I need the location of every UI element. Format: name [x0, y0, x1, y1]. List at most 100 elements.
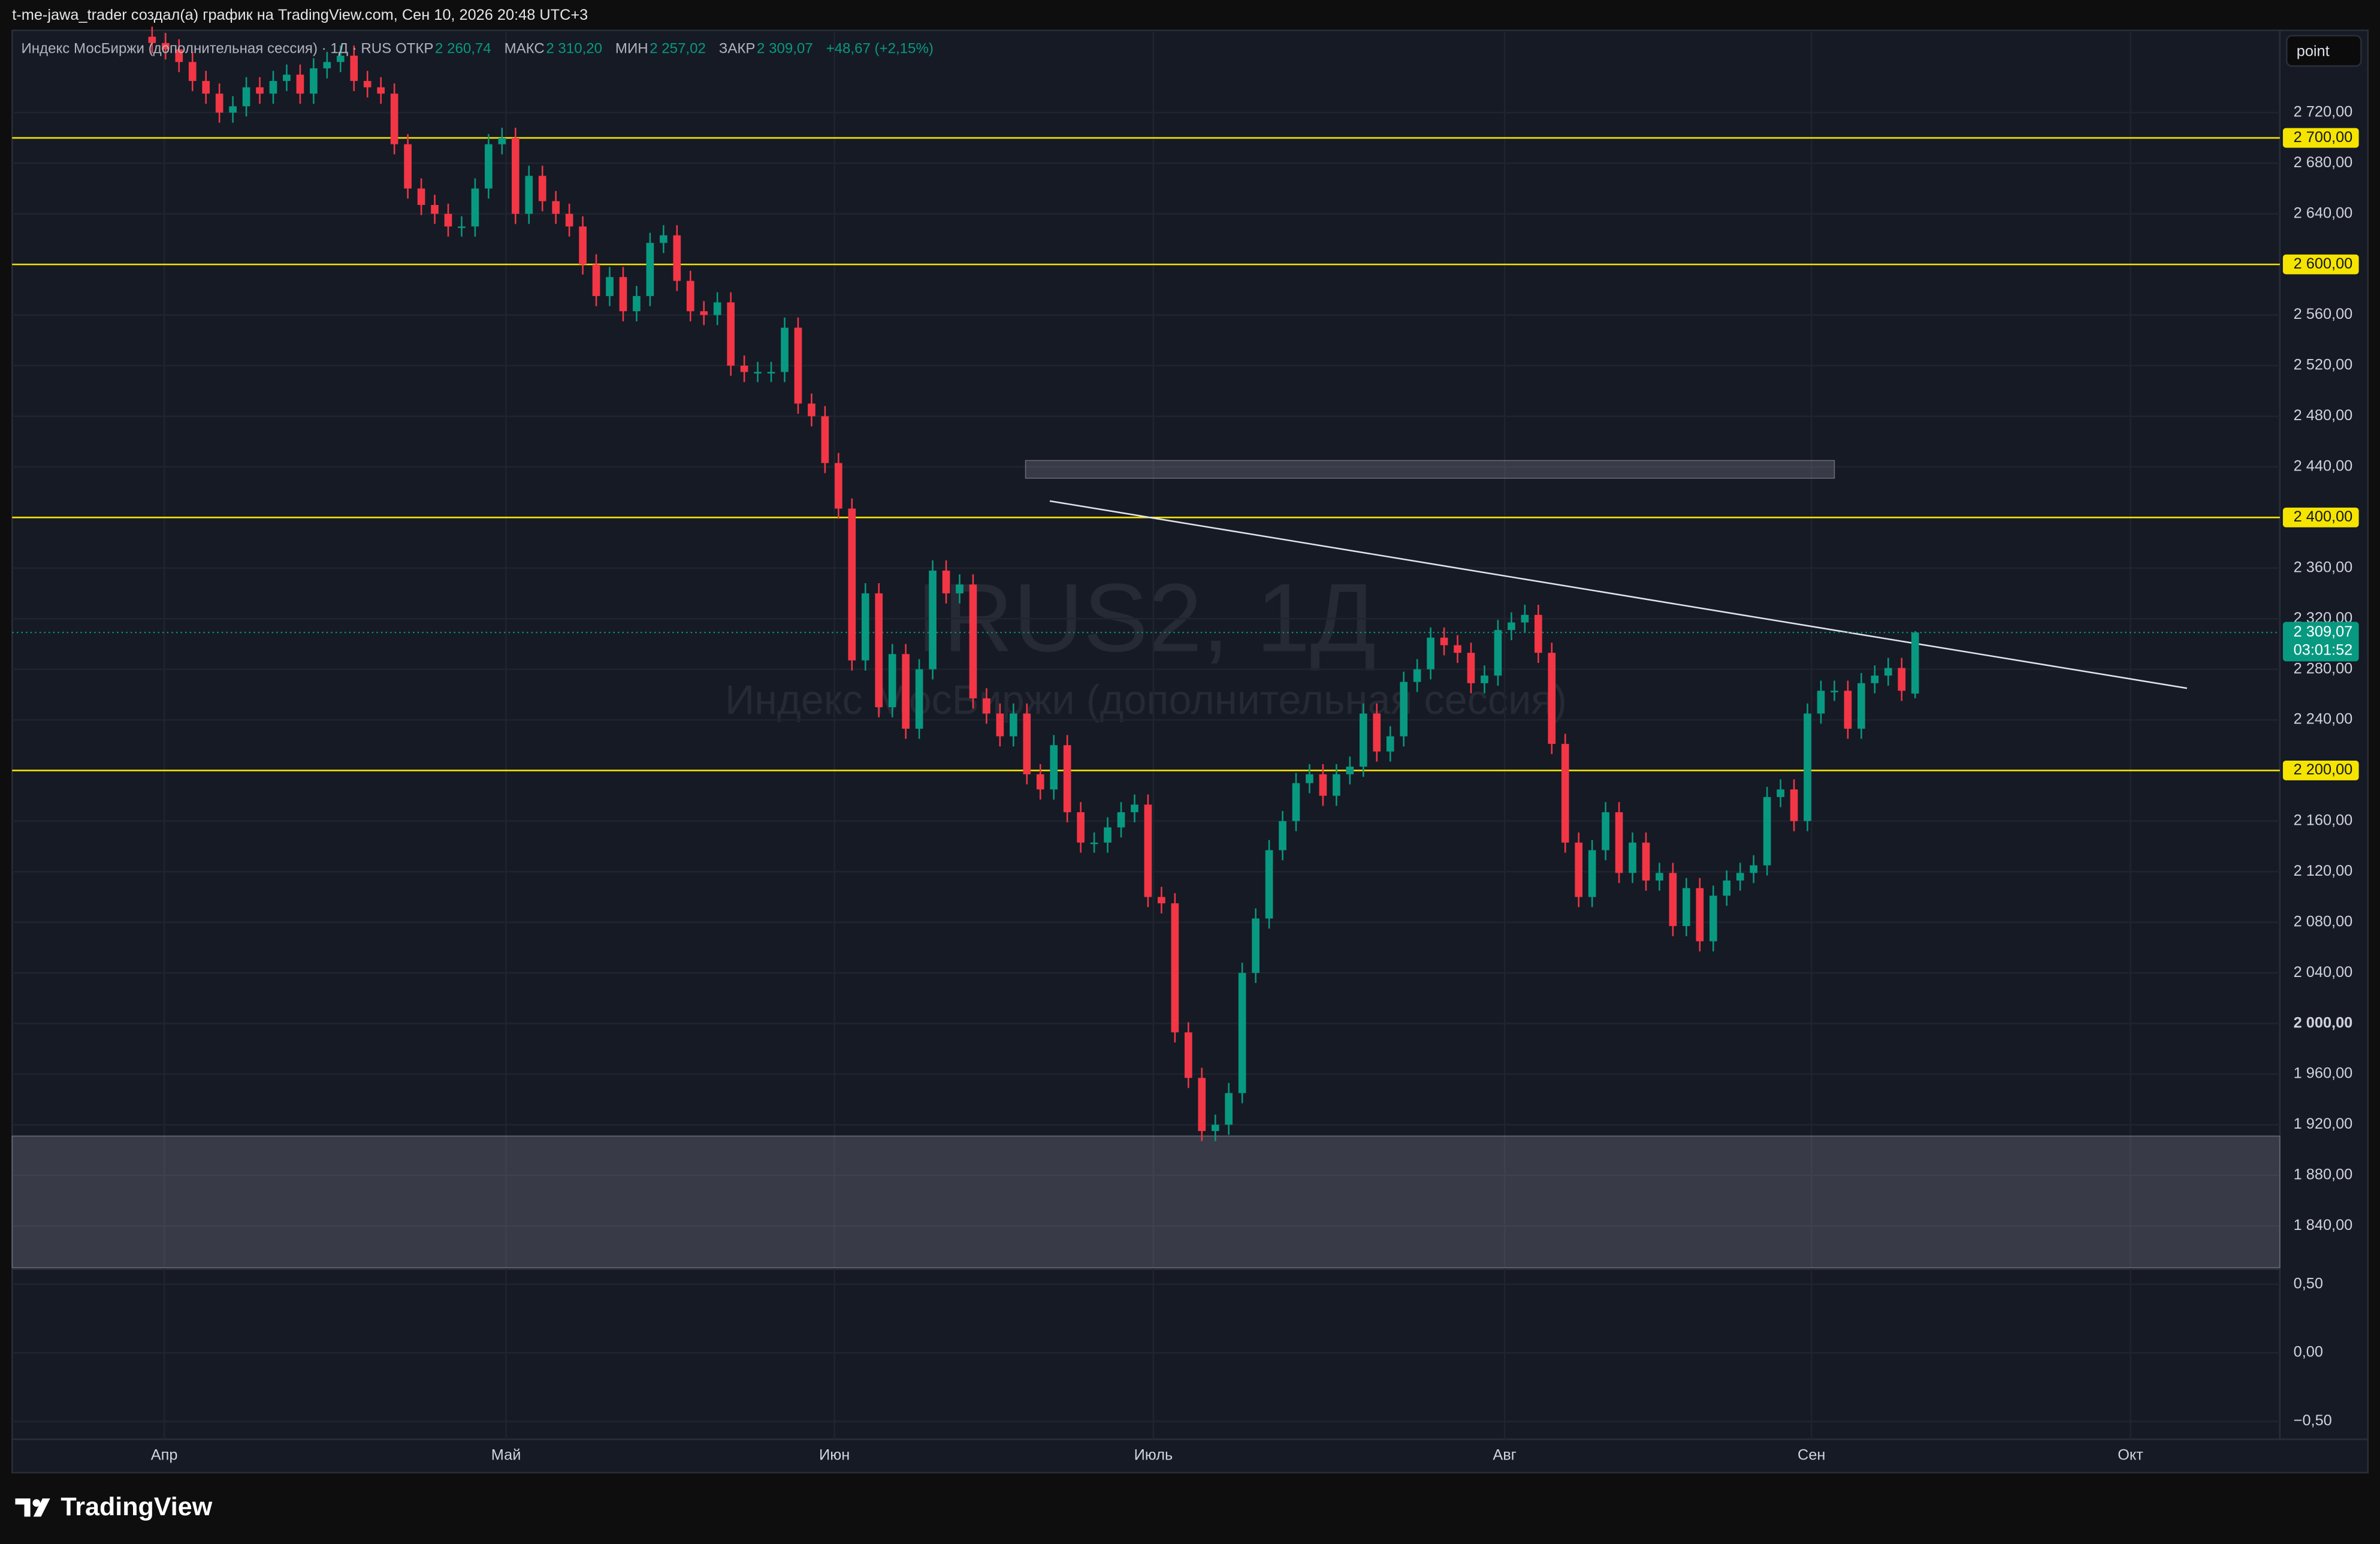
candle-body: [956, 584, 964, 593]
candle-body: [794, 327, 802, 404]
legend-high-label: МАКС: [504, 41, 545, 58]
candle-body: [1588, 850, 1596, 897]
candle-body: [215, 94, 223, 113]
candle-body: [1359, 713, 1367, 767]
candle-body: [1144, 804, 1152, 897]
x-tick-label: Июль: [1134, 1447, 1173, 1464]
y-tick-label: 2 000,00: [2294, 1014, 2353, 1031]
candle-body: [1427, 637, 1434, 670]
y-tick-label: 2 480,00: [2294, 407, 2353, 424]
candle-body: [1575, 842, 1583, 897]
candle-body: [754, 372, 762, 374]
candle-body: [1844, 690, 1852, 729]
point-button[interactable]: point: [2285, 35, 2362, 67]
candle-body: [861, 593, 869, 661]
candle-body: [444, 213, 452, 227]
candle-body: [1373, 713, 1381, 752]
candle-body: [229, 106, 237, 113]
candle-body: [471, 188, 479, 227]
candle-body: [969, 584, 977, 699]
candle-body: [1131, 804, 1138, 813]
candle-body: [1911, 632, 1919, 694]
candle-body: [1871, 676, 1879, 683]
y-tick-label: 1 840,00: [2294, 1217, 2353, 1234]
y-tick-label: 1 960,00: [2294, 1065, 2353, 1082]
candle-body: [350, 55, 358, 82]
candle-body: [565, 213, 573, 227]
x-tick-label: Сен: [1798, 1447, 1825, 1464]
zone: [11, 1135, 2281, 1268]
legend-high: 2 310,20: [546, 41, 603, 58]
candle-body: [1171, 903, 1179, 1033]
candle-body: [161, 43, 170, 50]
candle-body: [458, 226, 466, 228]
candle-body: [1023, 713, 1031, 774]
candle-body: [1279, 821, 1286, 851]
candle-body: [1225, 1093, 1233, 1125]
candle-body: [875, 593, 883, 707]
candle-body: [1736, 873, 1744, 881]
candle-body: [1804, 713, 1811, 821]
candle-body: [673, 235, 681, 281]
candle-body: [579, 226, 587, 265]
candle-body: [996, 713, 1004, 737]
candle-body: [821, 416, 829, 463]
watermark-symbol: IRUS2, 1Д: [916, 563, 1376, 672]
candle-body: [1306, 774, 1313, 783]
candle-body: [1669, 873, 1677, 927]
candle-body: [525, 176, 533, 214]
candle-body: [1481, 676, 1488, 683]
footer: TradingView: [15, 1492, 212, 1523]
y-tick-label: 2 280,00: [2294, 660, 2353, 677]
candle-body: [1346, 767, 1354, 774]
candle-body: [767, 372, 775, 374]
candle-body: [1063, 745, 1071, 813]
x-tick-label: Окт: [2118, 1447, 2143, 1464]
candle-body: [390, 94, 398, 144]
candle-body: [1561, 744, 1569, 843]
candle-body: [619, 277, 627, 312]
candle-body: [1790, 789, 1798, 821]
last-price-label: 2 309,07: [2294, 623, 2353, 640]
candle-body: [188, 62, 197, 82]
candle-body: [431, 204, 439, 214]
candle-body: [713, 302, 721, 315]
candle-body: [633, 295, 641, 312]
attribution: t-me-jawa_trader создал(а) график на Tra…: [12, 7, 588, 25]
candle-body: [1413, 669, 1421, 682]
candle-body: [1184, 1032, 1192, 1078]
candle-body: [1440, 637, 1448, 646]
footer-brand: TradingView: [61, 1492, 213, 1521]
candle-body: [1615, 812, 1623, 873]
legend-low-label: МИН: [615, 41, 648, 58]
candle-body: [1333, 774, 1340, 796]
candle-body: [1211, 1124, 1219, 1132]
candle-body: [1090, 842, 1098, 845]
candle-body: [1696, 888, 1704, 942]
candle-body: [1009, 713, 1017, 737]
candle-body: [511, 138, 520, 214]
candle-body: [1656, 873, 1663, 881]
candle-body: [1400, 681, 1408, 737]
candle-body: [700, 311, 708, 315]
legend-change: +48,67 (+2,15%): [826, 41, 934, 58]
y-tick-label: 2 520,00: [2294, 357, 2353, 373]
candle-body: [1548, 653, 1556, 744]
level-label-box: [2282, 128, 2359, 148]
candle-body: [942, 570, 950, 593]
candle-body: [1750, 865, 1757, 873]
y-tick-label: 2 120,00: [2294, 863, 2353, 879]
candle-body: [1629, 842, 1636, 873]
candle-body: [175, 49, 183, 62]
candle-body: [323, 62, 331, 68]
candle-body: [1763, 797, 1771, 866]
candle-body: [592, 264, 600, 296]
level-label: 2 200,00: [2294, 761, 2353, 778]
candle-body: [1319, 774, 1327, 796]
candle-body: [363, 81, 372, 88]
y-tick-label: 2 040,00: [2294, 964, 2353, 981]
candle-body: [888, 654, 896, 707]
level-label: 2 600,00: [2294, 255, 2353, 272]
